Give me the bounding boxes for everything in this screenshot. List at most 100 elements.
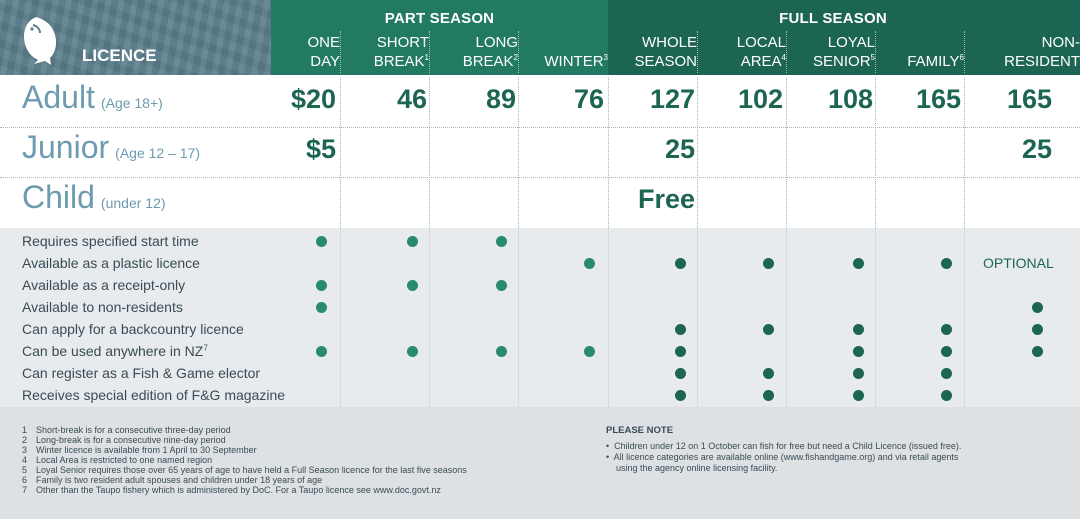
column-header-text: DAY [310, 53, 340, 70]
column-header-5: WHOLE SEASON [608, 33, 702, 73]
footnote-ref: 7 [203, 343, 208, 353]
full-season-title: FULL SEASON [779, 10, 887, 27]
column-header-line1: SHORT [376, 34, 429, 51]
column-divider [518, 228, 519, 407]
check-dot-icon [316, 236, 327, 247]
feature-text: Available as a plastic licence [22, 255, 200, 271]
footnote-number: 2 [22, 435, 28, 445]
column-header-text: WINTER [544, 53, 604, 70]
price-cell: 89 [485, 84, 516, 114]
footnote-ref: 4 [781, 53, 786, 62]
check-dot-icon [853, 368, 864, 379]
row-label-adult: Adult (Age 18+) [22, 79, 163, 116]
check-dot-icon [1032, 324, 1043, 335]
licence-label: LICENCE [82, 46, 157, 65]
row-divider [0, 177, 1080, 178]
column-header-line1: LOCAL [736, 34, 786, 51]
footnote-text: Winter licence is available from 1 April… [36, 445, 257, 455]
feature-label: Can apply for a backcountry licence [22, 321, 244, 337]
feature-text: Can be used anywhere in NZ [22, 343, 204, 359]
check-dot-icon [763, 258, 774, 269]
price-cell: 102 [737, 84, 783, 114]
price-cell: 76 [573, 84, 604, 114]
column-header-line1: ONE [307, 34, 340, 51]
column-header-line2: BREAK1 [340, 52, 429, 71]
check-dot-icon [316, 280, 327, 291]
price-cell: $5 [305, 134, 336, 164]
column-header-3: LONG BREAK2 [429, 33, 523, 73]
price-cell: 25 [664, 134, 695, 164]
price-cell: 108 [827, 84, 873, 114]
footnote-text: Short-break is for a consecutive three-d… [36, 425, 231, 435]
check-dot-icon [316, 346, 327, 357]
footnote-number: 3 [22, 445, 28, 455]
column-divider [697, 77, 698, 228]
price-cell: 25 [1021, 134, 1052, 164]
check-dot-icon [853, 390, 864, 401]
row-label-junior: Junior (Age 12 – 17) [22, 129, 200, 166]
feature-text: Requires specified start time [22, 233, 199, 249]
check-dot-icon [763, 390, 774, 401]
price-cell: Free [637, 184, 695, 214]
footnote: 2 Long-break is for a consecutive nine-da… [22, 435, 226, 446]
check-dot-icon [675, 258, 686, 269]
column-header-line1 [875, 33, 964, 52]
footnote-ref: 5 [870, 53, 875, 62]
column-header-1: ONE DAY [271, 33, 347, 73]
column-header-line1 [518, 33, 608, 52]
check-dot-icon [407, 280, 418, 291]
column-divider [429, 228, 430, 407]
check-dot-icon [675, 390, 686, 401]
footnote-text: Loyal Senior requires those over 65 year… [36, 465, 467, 475]
check-dot-icon [941, 258, 952, 269]
licence-header: LICENCE [0, 0, 271, 75]
header-divider [786, 31, 787, 73]
check-dot-icon [496, 236, 507, 247]
check-dot-icon [853, 324, 864, 335]
check-dot-icon [584, 258, 595, 269]
column-divider [340, 127, 341, 228]
column-header-4: WINTER3 [518, 33, 615, 73]
part-season-title: PART SEASON [384, 10, 495, 27]
column-header-text: AREA [740, 53, 782, 70]
footnote: 3 Winter licence is available from 1 Apri… [22, 445, 257, 456]
row-label-age: (Age 12 – 17) [115, 145, 200, 161]
price-cell: 46 [396, 84, 427, 114]
footnote-text: Local Area is restricted to one named re… [36, 455, 213, 465]
row-divider [0, 127, 1080, 128]
fish-logo-icon [24, 17, 57, 65]
column-header-text: BREAK [462, 53, 514, 70]
column-header-8: FAMILY6 [875, 33, 970, 73]
column-divider [340, 228, 341, 407]
feature-label: Can register as a Fish & Game elector [22, 365, 260, 381]
feature-label: Available as a receipt-only [22, 277, 185, 293]
price-cell: $20 [290, 84, 336, 114]
optional-badge: OPTIONAL [983, 255, 1054, 271]
footnote: 5 Loyal Senior requires those over 65 yea… [22, 465, 467, 476]
check-dot-icon [853, 346, 864, 357]
please-note-item: using the agency online licensing facili… [606, 463, 778, 473]
check-dot-icon [853, 258, 864, 269]
column-header-7: LOYAL SENIOR5 [786, 33, 880, 73]
header-divider [340, 31, 341, 73]
check-dot-icon [584, 346, 595, 357]
column-divider [608, 77, 609, 228]
row-label-text: Child [22, 179, 95, 215]
check-dot-icon [763, 324, 774, 335]
row-label-age: (under 12) [100, 195, 166, 211]
feature-label: Available to non-residents [22, 299, 183, 315]
check-dot-icon [763, 368, 774, 379]
check-dot-icon [316, 302, 327, 313]
column-header-6: LOCAL AREA4 [697, 33, 792, 73]
footnote-text: Family is two resident adult spouses and… [36, 475, 323, 485]
check-dot-icon [941, 324, 952, 335]
footnotes-section [0, 407, 1080, 519]
feature-label: Requires specified start time [22, 233, 199, 249]
column-header-9: NON- RESIDENT [964, 33, 1080, 73]
footnote: 4 Local Area is restricted to one named r… [22, 455, 212, 466]
check-dot-icon [941, 346, 952, 357]
feature-text: Available as a receipt-only [22, 277, 186, 293]
column-header-line1: WHOLE [641, 34, 697, 51]
footnote-number: 7 [22, 485, 28, 495]
price-cell: 127 [649, 84, 695, 114]
